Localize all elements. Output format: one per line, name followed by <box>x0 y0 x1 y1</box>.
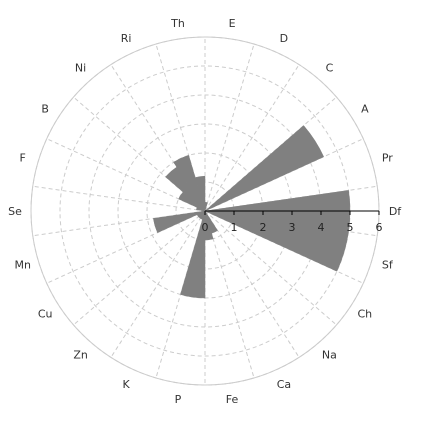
grid-spoke-5 <box>204 43 255 212</box>
bar-F <box>196 207 206 212</box>
bar-Sf <box>204 210 349 272</box>
bar-B <box>178 191 206 212</box>
grid-spoke-15 <box>110 210 206 358</box>
radial-tick-label-3: 3 <box>289 221 296 234</box>
category-label-Th: Th <box>170 17 185 30</box>
radial-tick-label-2: 2 <box>260 221 267 234</box>
radial-tick-label-1: 1 <box>231 221 238 234</box>
category-label-Mn: Mn <box>14 259 30 272</box>
category-label-Na: Na <box>322 349 337 362</box>
category-label-A: A <box>361 102 369 115</box>
grid-spoke-4 <box>204 64 300 212</box>
category-label-P: P <box>175 393 182 406</box>
bar-P <box>180 210 206 299</box>
category-label-Cu: Cu <box>38 308 53 321</box>
category-label-K: K <box>122 378 130 391</box>
category-label-Ni: Ni <box>75 61 86 74</box>
category-label-Se: Se <box>8 205 22 218</box>
category-label-Zn: Zn <box>73 349 88 362</box>
bar-Mn <box>153 210 206 234</box>
category-label-F: F <box>20 151 26 164</box>
radial-tick-label-5: 5 <box>347 221 354 234</box>
category-label-Ca: Ca <box>277 378 291 391</box>
grid-spoke-11 <box>32 185 206 212</box>
category-label-Pr: Pr <box>382 151 393 164</box>
category-label-D: D <box>280 32 288 45</box>
grid-spoke-14 <box>73 210 206 326</box>
category-label-Df: Df <box>389 205 402 218</box>
grid-spoke-19 <box>204 210 300 358</box>
category-label-Sf: Sf <box>382 259 394 272</box>
category-label-Fe: Fe <box>226 393 239 406</box>
bar-Ni <box>165 166 206 212</box>
grid-spoke-20 <box>204 210 337 326</box>
category-label-C: C <box>326 61 334 74</box>
radial-tick-label-0: 0 <box>202 221 209 234</box>
category-label-E: E <box>229 17 236 30</box>
radial-tick-label-6: 6 <box>376 221 383 234</box>
category-label-B: B <box>41 102 49 115</box>
radial-tick-label-4: 4 <box>318 221 325 234</box>
category-label-Ri: Ri <box>121 32 132 45</box>
bar-A <box>204 125 325 212</box>
category-label-Ch: Ch <box>358 308 373 321</box>
bar-Ca <box>204 210 218 234</box>
bar-Ri <box>173 155 206 212</box>
